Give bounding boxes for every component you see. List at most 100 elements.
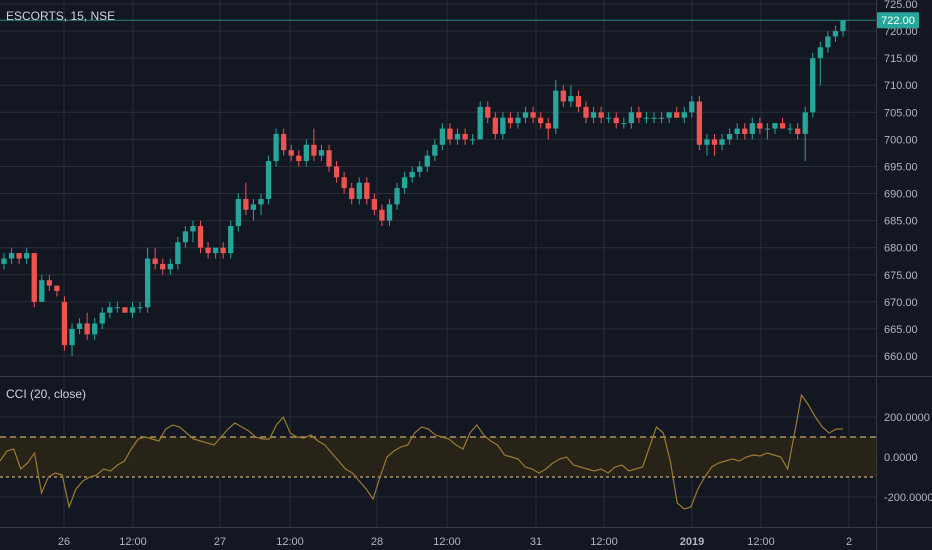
candle[interactable] [643, 112, 650, 124]
candle[interactable] [409, 166, 415, 183]
candle[interactable] [401, 171, 408, 194]
candle[interactable] [228, 220, 234, 259]
candle[interactable] [772, 123, 778, 134]
candle[interactable] [575, 90, 582, 113]
candle[interactable] [651, 112, 657, 124]
candle[interactable] [341, 171, 347, 194]
symbol-legend[interactable]: ESCORTS, 15, NSE [6, 9, 116, 23]
candle[interactable] [190, 220, 196, 243]
candle[interactable] [530, 106, 536, 124]
candle[interactable] [303, 139, 309, 167]
candle[interactable] [553, 79, 559, 134]
candle[interactable] [560, 85, 566, 107]
candle[interactable] [333, 161, 340, 183]
candle[interactable] [54, 285, 60, 297]
candle[interactable] [424, 150, 430, 172]
candle[interactable] [469, 133, 476, 145]
candle[interactable] [840, 20, 846, 37]
candle[interactable] [545, 117, 551, 140]
candle[interactable] [802, 106, 808, 162]
candle[interactable] [719, 133, 725, 151]
candle[interactable] [167, 258, 173, 275]
candle[interactable] [689, 96, 695, 118]
candle[interactable] [522, 106, 529, 124]
candle[interactable] [92, 318, 98, 340]
candle[interactable] [129, 301, 136, 319]
candle[interactable] [832, 25, 839, 42]
candle[interactable] [492, 112, 498, 140]
candle[interactable] [69, 323, 75, 356]
candle[interactable] [356, 177, 362, 205]
candle[interactable] [235, 193, 241, 232]
candle[interactable] [749, 117, 755, 140]
candle[interactable] [137, 301, 143, 313]
candle[interactable] [447, 123, 453, 145]
candle[interactable] [658, 112, 665, 124]
candle[interactable] [114, 301, 121, 313]
candle[interactable] [590, 106, 597, 124]
cci-line[interactable] [0, 393, 843, 510]
candle[interactable] [99, 307, 105, 329]
candle[interactable] [606, 112, 612, 124]
candle[interactable] [318, 144, 325, 162]
candle[interactable] [250, 198, 257, 221]
candle[interactable] [394, 182, 400, 210]
candle[interactable] [258, 193, 264, 216]
candle[interactable] [16, 253, 22, 264]
candle[interactable] [24, 247, 30, 264]
candle[interactable] [379, 204, 385, 227]
candle[interactable] [477, 101, 483, 140]
candle[interactable] [296, 150, 302, 167]
candle[interactable] [704, 133, 710, 156]
candle[interactable] [144, 247, 151, 313]
candle[interactable] [122, 307, 128, 313]
candle[interactable] [779, 117, 786, 129]
candle[interactable] [810, 52, 816, 118]
candle[interactable] [787, 123, 793, 134]
candle[interactable] [674, 106, 680, 118]
candle[interactable] [364, 177, 370, 205]
candle[interactable] [273, 128, 279, 167]
candle[interactable] [515, 112, 521, 129]
candle[interactable] [417, 161, 423, 178]
candle[interactable] [696, 96, 703, 151]
candle[interactable] [485, 101, 491, 124]
candle[interactable] [182, 226, 189, 248]
candle[interactable] [243, 182, 249, 216]
candle[interactable] [205, 242, 211, 259]
candle[interactable] [507, 112, 514, 129]
candle[interactable] [583, 101, 589, 124]
candle[interactable] [160, 258, 166, 275]
candle[interactable] [598, 106, 604, 124]
candle[interactable] [500, 112, 506, 140]
candle[interactable] [568, 85, 574, 107]
candle[interactable] [439, 123, 446, 151]
candle[interactable] [31, 253, 37, 308]
candle[interactable] [454, 128, 461, 145]
cci-series[interactable] [0, 393, 843, 510]
candle[interactable] [386, 198, 393, 227]
cci-legend[interactable]: CCI (20, close) [6, 387, 87, 401]
candle[interactable] [220, 242, 226, 259]
candle[interactable] [61, 296, 68, 351]
candle[interactable] [8, 247, 15, 264]
candle[interactable] [1, 253, 7, 270]
candle[interactable] [311, 128, 317, 162]
candle[interactable] [281, 128, 287, 156]
candle[interactable] [349, 182, 355, 205]
candle[interactable] [432, 139, 438, 162]
time-axis[interactable]: 26 12:00 27 12:00 28 12:00 31 12:00 2019 12:00 2 [58, 536, 852, 548]
candle[interactable] [764, 123, 771, 140]
candle[interactable] [825, 31, 831, 53]
candle[interactable] [175, 236, 181, 270]
candle[interactable] [462, 128, 468, 145]
candle[interactable] [84, 312, 90, 340]
candle[interactable] [795, 123, 801, 140]
candle[interactable] [152, 247, 158, 270]
price-axis[interactable]: 660.00 665.00 670.00 675.00 680.00 685.00 690.… [884, 0, 932, 504]
candle[interactable] [711, 133, 718, 156]
candle[interactable] [628, 106, 635, 129]
candle[interactable] [265, 155, 272, 205]
candle[interactable] [757, 117, 763, 134]
candle[interactable] [681, 106, 687, 124]
